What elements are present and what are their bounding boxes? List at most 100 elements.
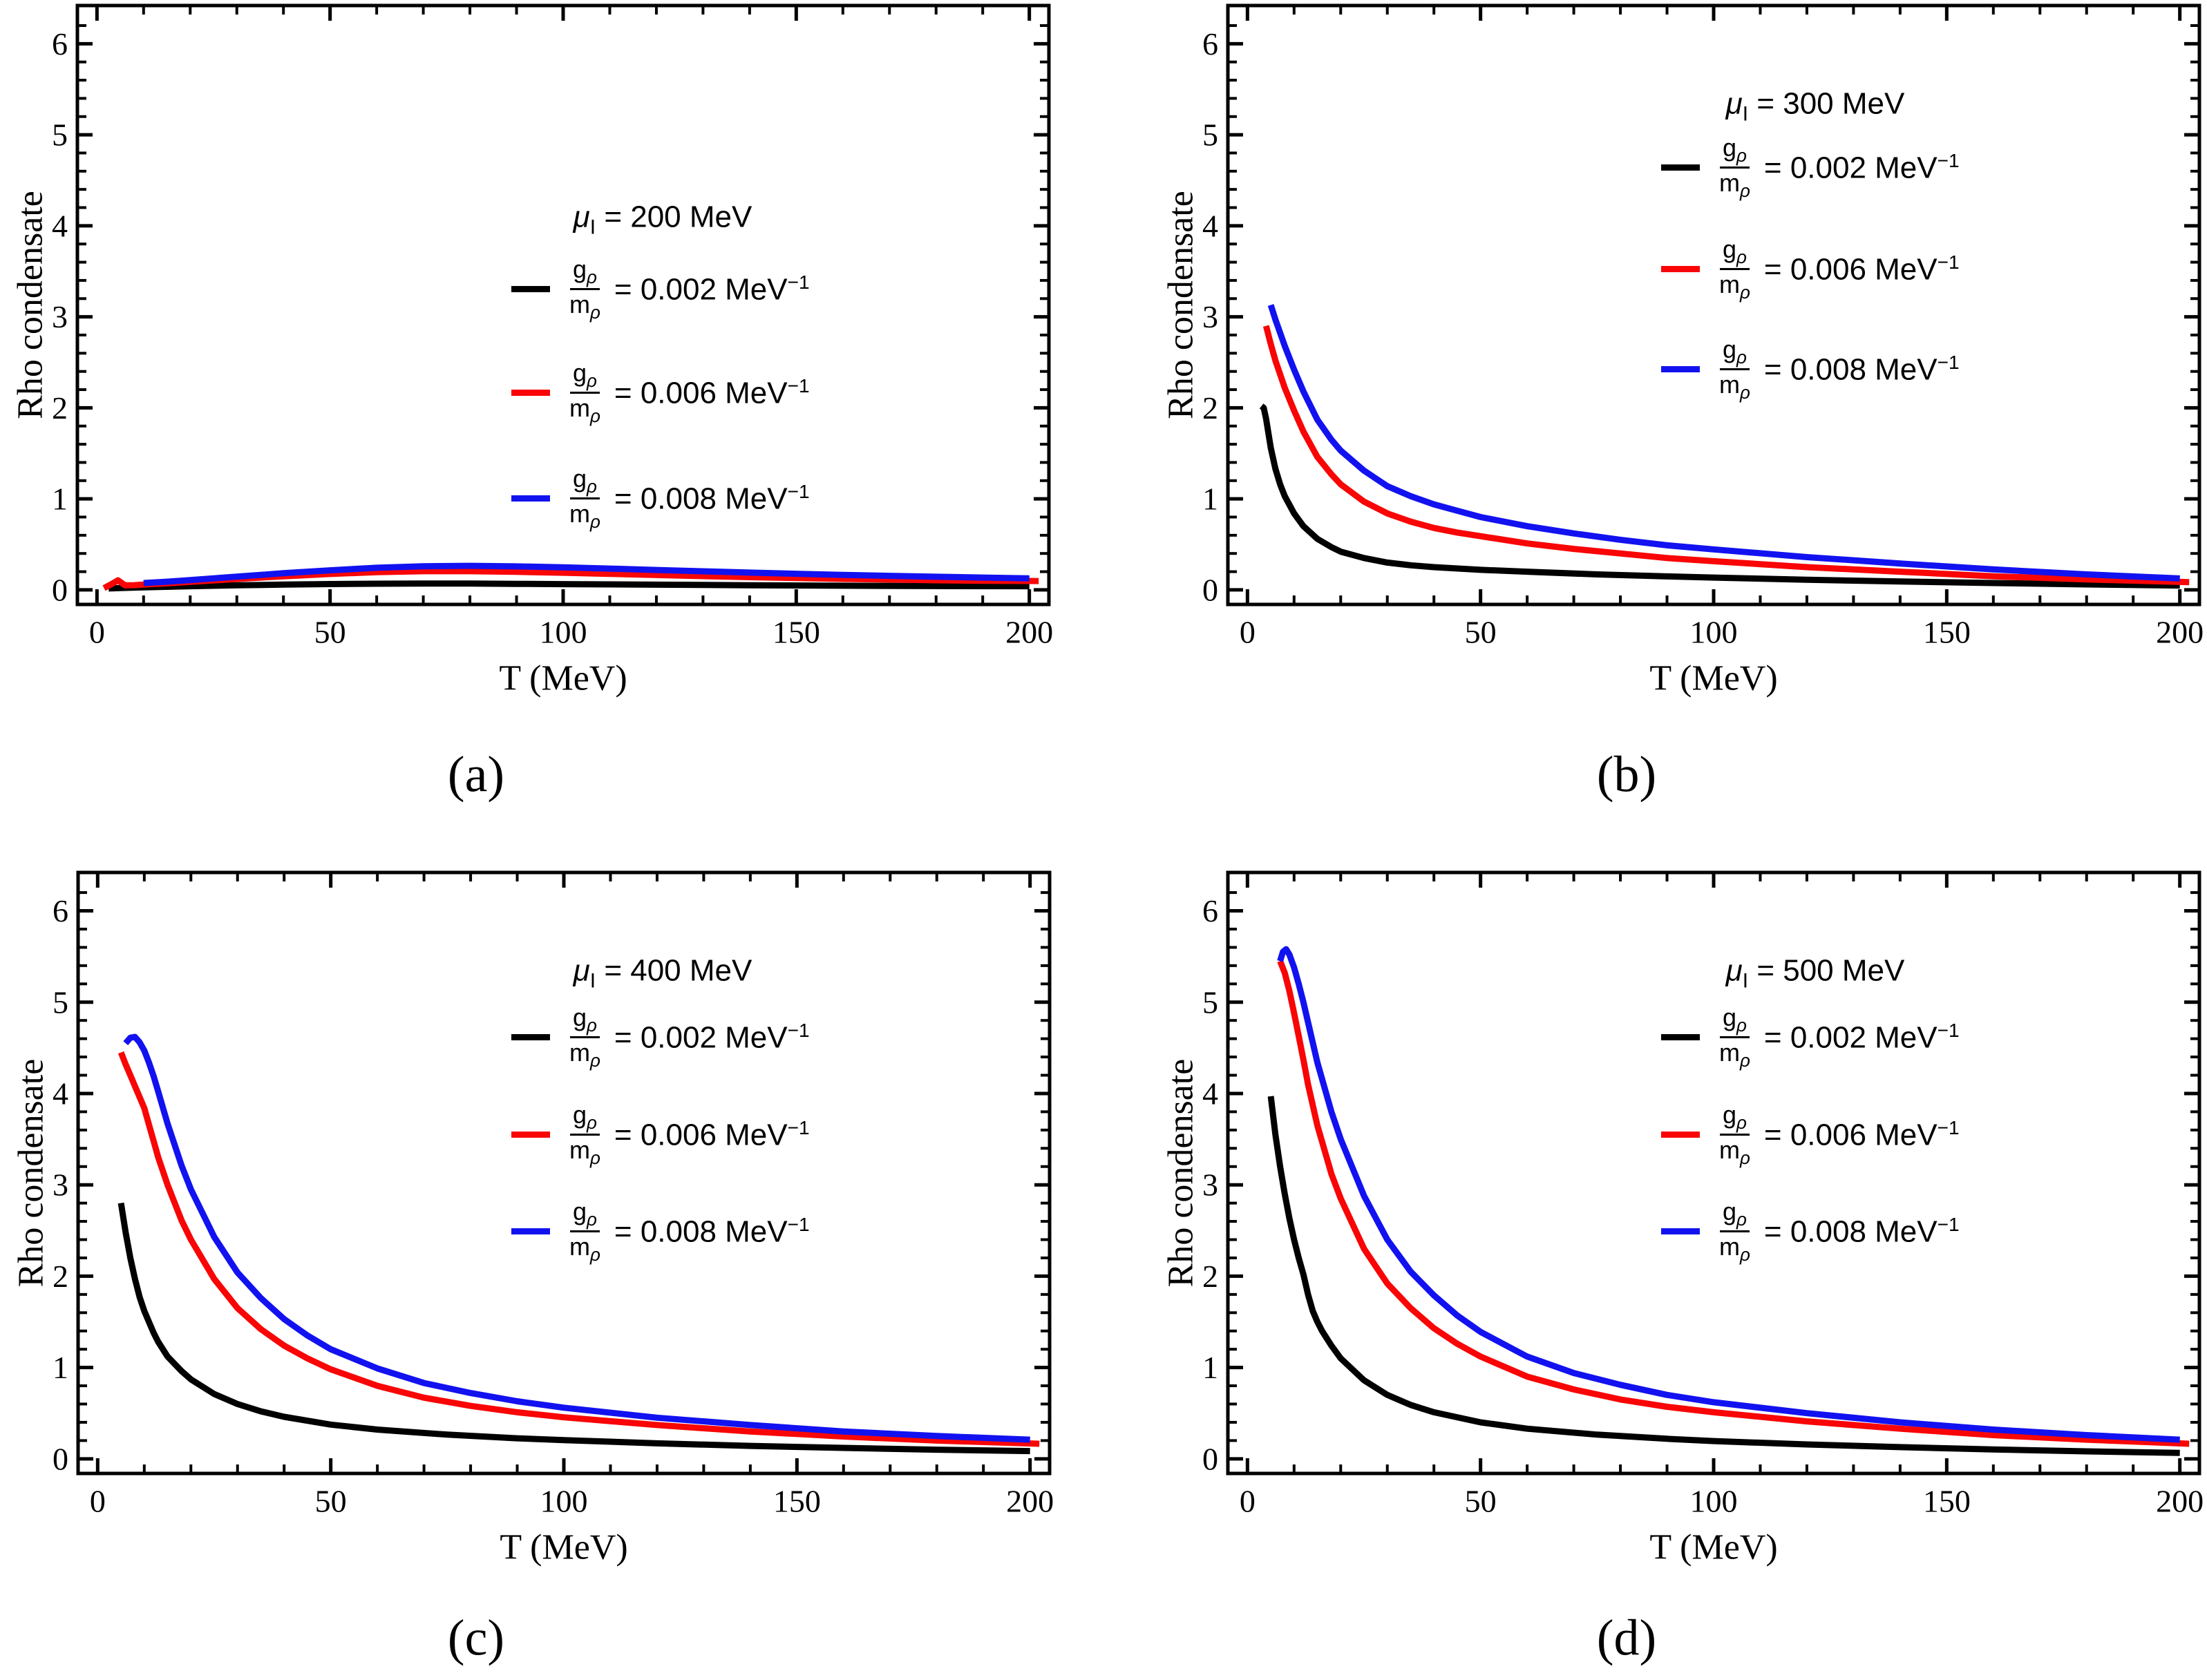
x-tick-label: 100 [1690, 615, 1738, 650]
y-tick-label: 6 [52, 26, 68, 61]
x-axis-label: T (MeV) [1649, 659, 1777, 698]
legend-entry-blue: gρ mρ = 0.008 MeV−1 [511, 466, 810, 532]
curve-black [108, 580, 1030, 592]
fraction-denominator-sub: ρ [1740, 1147, 1750, 1169]
legend-fraction: gρ mρ [569, 360, 600, 426]
legend-value-exponent: −1 [1937, 352, 1960, 374]
fraction-numerator: g [1722, 335, 1737, 364]
legend-title-value: = 500 MeV [1748, 953, 1905, 988]
y-axis-label: Rho condensate [1162, 1059, 1201, 1288]
fraction-numerator-sub: ρ [587, 267, 597, 288]
curve-red [1262, 325, 2190, 586]
curve-black [117, 1202, 1030, 1455]
legend-title-subscript: I [589, 216, 596, 239]
fraction-numerator: g [572, 359, 587, 388]
x-tick-label: 0 [90, 1484, 106, 1519]
legend-fraction: gρ mρ [1719, 336, 1750, 403]
legend-swatch-black [511, 286, 550, 293]
legend-title: μI = 400 MeV [574, 954, 752, 993]
legend-value-text: = 0.008 MeV [1763, 352, 1938, 387]
panel-label-a: (a) [447, 746, 505, 803]
x-tick-label: 200 [1006, 1484, 1054, 1519]
fraction-numerator: g [572, 1003, 587, 1032]
fraction-numerator-sub: ρ [587, 370, 597, 392]
curve-red [117, 1051, 1040, 1447]
fraction-denominator-sub: ρ [1740, 180, 1750, 202]
x-axis-label: T (MeV) [500, 1528, 627, 1567]
fraction-denominator-sub: ρ [590, 1050, 600, 1071]
x-tick-label: 150 [773, 615, 820, 650]
fraction-numerator: g [572, 255, 587, 284]
y-tick-label: 5 [1202, 117, 1218, 153]
fraction-numerator-sub: ρ [1736, 1209, 1747, 1230]
panel-c: 0 50 100 150 200 0 1 2 3 4 5 6 T (MeV) Rho condensate [12, 870, 1054, 1567]
legend-value-exponent: −1 [787, 1214, 810, 1236]
x-tick-label: 0 [89, 615, 105, 650]
y-tick-label: 4 [52, 208, 68, 243]
plot-frame [1226, 3, 2201, 607]
fraction-numerator: g [572, 1197, 587, 1226]
fraction-numerator: g [1722, 1003, 1737, 1032]
x-axis-label: T (MeV) [499, 659, 627, 698]
legend-swatch-black [1661, 164, 1700, 171]
legend-entry-red: gρ mρ = 0.006 MeV−1 [1661, 1102, 1960, 1168]
fraction-numerator-sub: ρ [587, 1015, 597, 1036]
curve-black [1267, 1096, 2180, 1456]
curve-red [1277, 960, 2190, 1447]
legend-title-value: = 400 MeV [596, 953, 752, 988]
fraction-numerator: g [572, 1100, 587, 1129]
y-tick-label: 1 [53, 1350, 68, 1385]
fraction-denominator-sub: ρ [1740, 282, 1750, 303]
x-tick-label: 150 [1923, 615, 1971, 650]
y-axis-label: Rho condensate [12, 1059, 51, 1288]
y-tick-label: 4 [53, 1076, 68, 1111]
legend-value: = 0.008 MeV−1 [1764, 352, 1960, 388]
panel-label-c: (c) [447, 1610, 505, 1667]
curve-blue [123, 1033, 1030, 1443]
legend-value-exponent: −1 [1937, 1214, 1960, 1236]
y-tick-label: 4 [1202, 1076, 1218, 1111]
panel-label-b: (b) [1596, 746, 1657, 803]
y-tick-label: 1 [1202, 481, 1218, 517]
curve-blue [1267, 304, 2180, 582]
legend-title-value: = 200 MeV [596, 200, 752, 234]
legend-swatch-blue [1661, 1228, 1700, 1235]
y-tick-label: 5 [1202, 984, 1218, 1020]
fraction-numerator-sub: ρ [1736, 347, 1747, 368]
legend-fraction: gρ mρ [569, 466, 600, 532]
legend-value-exponent: −1 [1937, 1020, 1960, 1042]
y-axis-label: Rho condensate [1162, 191, 1201, 419]
fraction-denominator: m [569, 499, 590, 528]
fraction-denominator: m [1719, 270, 1740, 299]
fraction-denominator-sub: ρ [590, 1147, 600, 1169]
legend-title-mu: μ [573, 200, 590, 234]
legend-swatch-black [511, 1034, 550, 1041]
legend-value: = 0.006 MeV−1 [1764, 251, 1960, 287]
x-tick-label: 100 [1690, 1484, 1738, 1519]
fraction-numerator-sub: ρ [1736, 1112, 1747, 1134]
y-tick-label: 2 [53, 1259, 68, 1294]
legend-title-value: = 300 MeV [1748, 86, 1905, 121]
fraction-denominator: m [1719, 370, 1740, 399]
legend-value: = 0.006 MeV−1 [1764, 1117, 1960, 1153]
legend-entry-red: gρ mρ = 0.006 MeV−1 [511, 1102, 810, 1168]
plot-frame [76, 870, 1052, 1476]
legend-title-mu: μ [1725, 86, 1743, 121]
legend-entry-blue: gρ mρ = 0.008 MeV−1 [1661, 1199, 1960, 1265]
y-tick-label: 3 [52, 299, 68, 334]
legend-entry-black: gρ mρ = 0.002 MeV−1 [511, 1004, 810, 1071]
fraction-numerator: g [1722, 1197, 1737, 1226]
fraction-numerator-sub: ρ [587, 1112, 597, 1134]
y-tick-label: 6 [1202, 893, 1218, 928]
fraction-denominator-sub: ρ [590, 302, 600, 323]
legend-swatch-red [1661, 266, 1700, 273]
x-tick-label: 50 [1465, 1484, 1497, 1519]
legend-value-exponent: −1 [1937, 1117, 1960, 1139]
legend-entry-blue: gρ mρ = 0.008 MeV−1 [1661, 336, 1960, 403]
legend-title-mu: μ [573, 953, 590, 988]
legend-value-exponent: −1 [787, 1117, 810, 1139]
legend-entry-red: gρ mρ = 0.006 MeV−1 [511, 360, 810, 426]
legend-value: = 0.006 MeV−1 [614, 1117, 810, 1153]
legend-entry-blue: gρ mρ = 0.008 MeV−1 [511, 1199, 810, 1265]
